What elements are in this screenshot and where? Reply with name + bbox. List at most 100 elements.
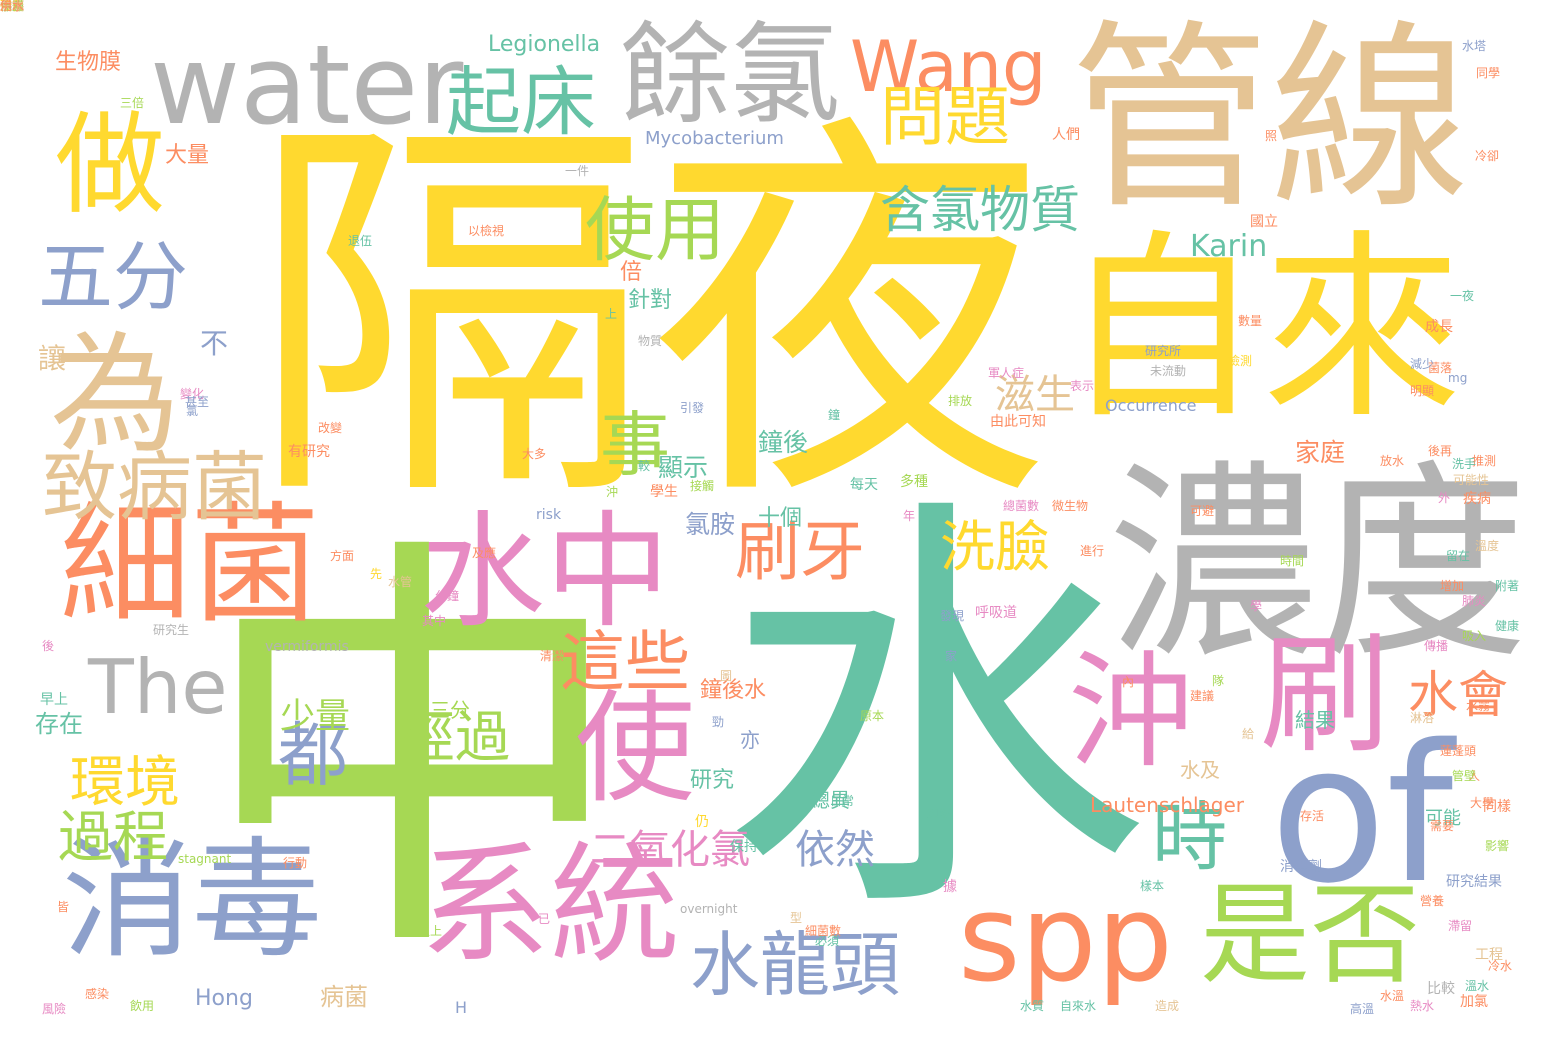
word-31: The bbox=[88, 643, 228, 731]
word-184: 傳播 bbox=[1424, 639, 1449, 653]
word-204: 末端 bbox=[0, 0, 25, 13]
word-22: 五分 bbox=[38, 233, 189, 321]
word-0: 隔夜 bbox=[250, 85, 1050, 550]
word-179: 後再 bbox=[1428, 444, 1453, 458]
word-57: Occurrence bbox=[1105, 396, 1197, 415]
word-33: 環境 bbox=[70, 750, 181, 814]
word-17: 沖 bbox=[1068, 640, 1193, 785]
word-150: 風險 bbox=[42, 1002, 67, 1016]
word-34: 都 bbox=[278, 714, 348, 796]
word-189: 管壁 bbox=[1452, 769, 1477, 783]
word-115: 家 bbox=[945, 649, 958, 663]
word-61: 研究 bbox=[690, 768, 735, 793]
word-13: 水中 bbox=[420, 500, 670, 645]
word-174: 明顯 bbox=[1410, 384, 1435, 398]
word-136: 水質 bbox=[1020, 999, 1045, 1013]
word-101: 水塔 bbox=[1462, 39, 1487, 53]
word-69: vermiformis bbox=[265, 639, 349, 655]
word-153: 水管 bbox=[388, 575, 413, 589]
word-132: 保持 bbox=[730, 839, 758, 855]
word-58: Lautenschlager bbox=[1090, 793, 1245, 817]
word-49: 讓 bbox=[38, 342, 67, 375]
word-186: 水霧 bbox=[1466, 699, 1491, 713]
word-122: 圖 bbox=[720, 669, 733, 683]
word-27: 致病菌 bbox=[42, 443, 268, 531]
word-72: risk bbox=[536, 507, 562, 523]
word-121: 給 bbox=[1242, 727, 1255, 741]
word-144: 影響 bbox=[1485, 839, 1510, 853]
word-146: 微生物 bbox=[1052, 499, 1089, 513]
word-187: 淋浴 bbox=[1410, 711, 1435, 725]
word-8: Wang bbox=[850, 26, 1047, 108]
word-112: 較 bbox=[638, 459, 651, 473]
word-171: 檢測 bbox=[1228, 354, 1253, 368]
word-173: 數量 bbox=[1238, 314, 1263, 328]
word-12: 系統 bbox=[420, 829, 681, 981]
word-9: of bbox=[1270, 704, 1454, 925]
word-54: 顯示 bbox=[658, 453, 709, 482]
word-32: 時 bbox=[1152, 793, 1228, 881]
word-113: 氯 bbox=[186, 404, 199, 418]
word-145: 健康 bbox=[1495, 619, 1520, 633]
word-26: 事 bbox=[600, 404, 670, 486]
word-82: 由此可知 bbox=[990, 414, 1046, 430]
word-151: 感染 bbox=[85, 987, 110, 1001]
word-188: 蓮蓬頭 bbox=[1440, 744, 1477, 758]
word-40: 滋生 bbox=[995, 372, 1075, 418]
word-37: 水龍頭 bbox=[690, 924, 900, 1006]
word-129: 日常 bbox=[830, 794, 855, 808]
word-97: 工程 bbox=[1475, 947, 1503, 963]
word-182: 可避 bbox=[1190, 504, 1215, 518]
word-88: 早上 bbox=[40, 692, 68, 708]
word-141: 造成 bbox=[1155, 999, 1180, 1013]
word-138: 接觸 bbox=[690, 479, 715, 493]
word-81: 研究所 bbox=[1145, 344, 1182, 358]
word-15: 是否 bbox=[1200, 871, 1420, 999]
word-198: 作用 bbox=[0, 0, 25, 13]
word-142: 菌落 bbox=[1428, 361, 1453, 375]
word-131: 行動 bbox=[283, 856, 308, 870]
word-160: 未流動 bbox=[1150, 364, 1187, 378]
word-168: 物質 bbox=[638, 334, 663, 348]
word-137: 研究結果 bbox=[1446, 874, 1502, 890]
word-170: 發現 bbox=[940, 609, 965, 623]
word-46: 生物膜 bbox=[55, 50, 122, 75]
word-30: 這些 bbox=[560, 625, 691, 700]
word-79: 可能 bbox=[1425, 808, 1461, 829]
word-183: 肺炎 bbox=[1462, 594, 1487, 608]
word-41: Karin bbox=[1190, 229, 1268, 264]
word-64: 三分 bbox=[430, 698, 470, 722]
word-91: 成長 bbox=[1425, 319, 1453, 335]
word-164: 留在 bbox=[1446, 549, 1471, 563]
word-95: 加氯 bbox=[1460, 994, 1488, 1010]
word-92: 疾病 bbox=[1463, 491, 1491, 507]
word-165: 以上 bbox=[418, 924, 443, 938]
word-4: 自來 bbox=[1062, 213, 1463, 446]
word-78: 多種 bbox=[900, 474, 928, 490]
word-65: 存在 bbox=[35, 710, 83, 738]
word-162: 存活 bbox=[1300, 809, 1325, 823]
word-140: 可能性 bbox=[1453, 473, 1490, 487]
word-36: 水會 bbox=[1408, 666, 1508, 724]
word-94: 同樣 bbox=[1483, 799, 1511, 815]
word-202: 水源 bbox=[0, 0, 25, 13]
word-19: 做 bbox=[55, 101, 165, 229]
word-154: 分鐘 bbox=[435, 589, 460, 603]
word-106: 年 bbox=[903, 509, 916, 523]
word-155: 方面 bbox=[330, 549, 355, 563]
word-134: 消毒劑 bbox=[1280, 859, 1322, 875]
word-190: 大學 bbox=[1470, 796, 1495, 810]
word-139: 推測 bbox=[1472, 454, 1497, 468]
word-104: 甚至 bbox=[185, 395, 210, 409]
word-43: 依然 bbox=[795, 827, 875, 873]
word-195: 熱水 bbox=[1410, 999, 1435, 1013]
word-147: 細菌數 bbox=[805, 924, 842, 938]
word-89: 引發 bbox=[680, 401, 705, 415]
word-93: 國立 bbox=[1250, 214, 1278, 230]
word-84: 變化 bbox=[180, 387, 205, 401]
word-42: 少量 bbox=[280, 697, 351, 737]
word-6: water bbox=[150, 21, 464, 149]
word-1: 中 bbox=[198, 505, 628, 1005]
word-191: 營養 bbox=[1420, 894, 1445, 908]
word-185: 吸入 bbox=[1462, 629, 1487, 643]
